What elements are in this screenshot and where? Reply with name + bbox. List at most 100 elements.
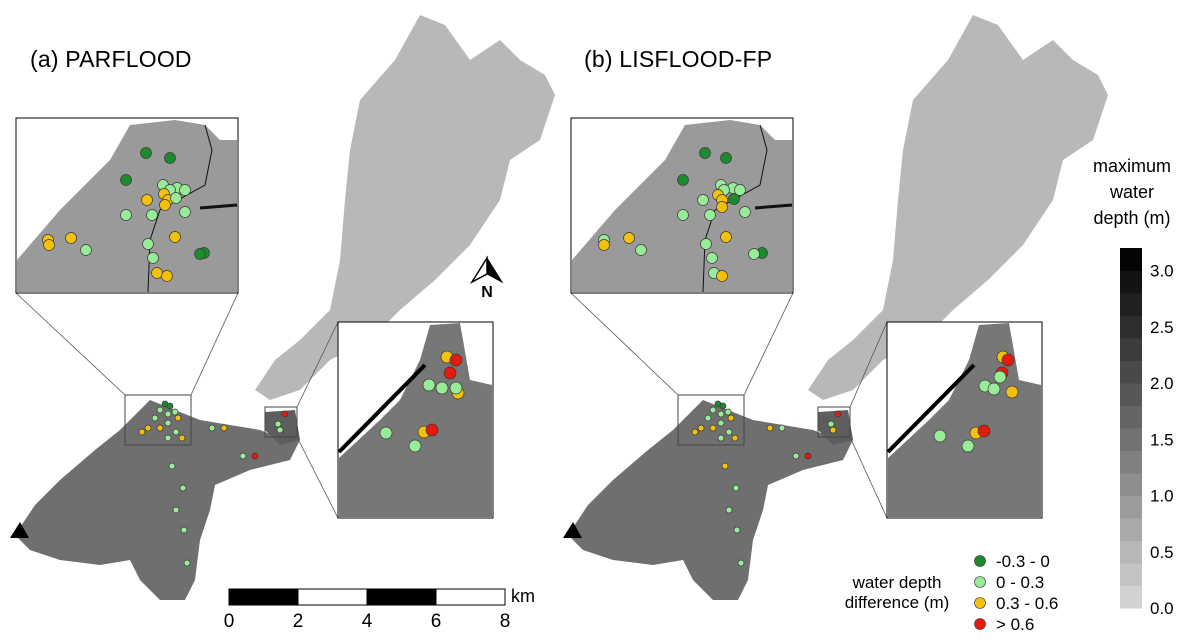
legend-title: difference (m) — [845, 593, 950, 612]
observation-point — [180, 526, 188, 534]
zoom-connector — [743, 292, 794, 396]
observation-point — [120, 174, 132, 186]
observation-point — [138, 428, 146, 436]
scale-tick-label: 4 — [362, 611, 373, 632]
scale-tick-label: 2 — [293, 611, 304, 632]
scale-tick-label: 8 — [500, 611, 511, 632]
observation-point — [443, 366, 457, 380]
observation-point — [717, 410, 725, 418]
observation-point — [174, 414, 182, 422]
colorbar-tick-label: 0.5 — [1150, 543, 1174, 562]
observation-point — [276, 426, 284, 434]
scale-tick-label: 6 — [431, 611, 442, 632]
observation-point — [733, 526, 741, 534]
colorbar-tick-label: 3.0 — [1150, 262, 1174, 281]
observation-point — [156, 424, 164, 432]
inset-embankment — [337, 363, 427, 454]
observation-point — [706, 252, 718, 264]
colorbar-tick-label: 2.0 — [1150, 374, 1174, 393]
observation-point — [778, 424, 786, 432]
observation-point — [732, 484, 740, 492]
observation-point — [281, 410, 289, 418]
observation-point — [677, 209, 689, 221]
observation-point — [379, 426, 393, 440]
outlet-triangle-icon — [563, 522, 582, 538]
observation-point — [709, 406, 717, 414]
legend-swatch — [974, 555, 986, 567]
observation-point — [408, 439, 422, 453]
observation-point — [65, 232, 77, 244]
observation-point — [717, 419, 725, 427]
colorbar-step — [1120, 518, 1142, 541]
observation-point — [697, 424, 705, 432]
observation-point — [720, 231, 732, 243]
zoom-connector — [570, 292, 679, 396]
scale-tick-label: 0 — [224, 611, 235, 632]
panel-title-b: (b) LISFLOOD-FP — [584, 46, 773, 72]
inset-embankment — [886, 363, 976, 454]
observation-point — [151, 414, 159, 422]
inset-east — [886, 321, 1043, 519]
observation-point — [140, 147, 152, 159]
colorbar-step — [1120, 428, 1142, 451]
colorbar-title: depth (m) — [1093, 208, 1170, 228]
inset-embankment — [199, 203, 238, 210]
scale-segment — [297, 588, 368, 606]
observation-point — [993, 370, 1007, 384]
colorbar-step — [1120, 315, 1142, 339]
colorbar-step — [1120, 563, 1142, 586]
colorbar-title: maximum — [1093, 156, 1171, 176]
colorbar-tick-label: 0.0 — [1150, 599, 1174, 618]
colorbar-title: water — [1109, 182, 1154, 202]
scale-unit: km — [511, 586, 535, 606]
observation-point — [721, 462, 729, 470]
observation-point — [80, 244, 92, 256]
zoom-connector — [190, 292, 239, 396]
inset-west — [570, 117, 794, 294]
observation-point — [1001, 353, 1015, 367]
observation-point — [43, 239, 55, 251]
legend-swatch — [974, 618, 986, 630]
observation-point — [422, 378, 436, 392]
colorbar-step — [1120, 360, 1142, 384]
legend-item-label: 0.3 - 0.6 — [996, 594, 1058, 613]
observation-point — [709, 424, 717, 432]
observation-point — [164, 152, 176, 164]
observation-point — [1005, 385, 1019, 399]
observation-point — [251, 452, 259, 460]
inset-embankment — [754, 203, 793, 210]
observation-point — [151, 267, 163, 279]
observation-point — [449, 381, 463, 395]
observation-point — [766, 424, 774, 432]
north-arrow-icon — [469, 255, 504, 284]
observation-point — [435, 381, 449, 395]
observation-point — [172, 506, 180, 514]
legend-item-label: 0 - 0.3 — [996, 573, 1044, 592]
observation-point — [792, 452, 800, 460]
observation-point — [737, 559, 745, 567]
observation-point — [179, 206, 191, 218]
observation-point — [208, 424, 216, 432]
legend-item-label: -0.3 - 0 — [996, 552, 1050, 571]
observation-point — [220, 424, 228, 432]
zoom-box-east — [264, 406, 298, 438]
inset-west — [15, 117, 239, 294]
observation-point — [734, 184, 746, 196]
observation-point — [159, 199, 171, 211]
observation-point — [161, 270, 173, 282]
colorbar-step — [1120, 338, 1142, 361]
observation-point — [961, 439, 975, 453]
zoom-connector — [296, 436, 339, 519]
scale-segment — [366, 588, 437, 606]
observation-point — [697, 194, 709, 206]
zoom-connector — [296, 321, 339, 408]
observation-point — [166, 402, 174, 410]
observation-point — [829, 426, 837, 434]
north-label: N — [481, 284, 493, 301]
observation-point — [183, 559, 191, 567]
observation-point — [239, 452, 247, 460]
observation-point — [164, 410, 172, 418]
colorbar-step — [1120, 473, 1142, 496]
observation-point — [146, 209, 158, 221]
